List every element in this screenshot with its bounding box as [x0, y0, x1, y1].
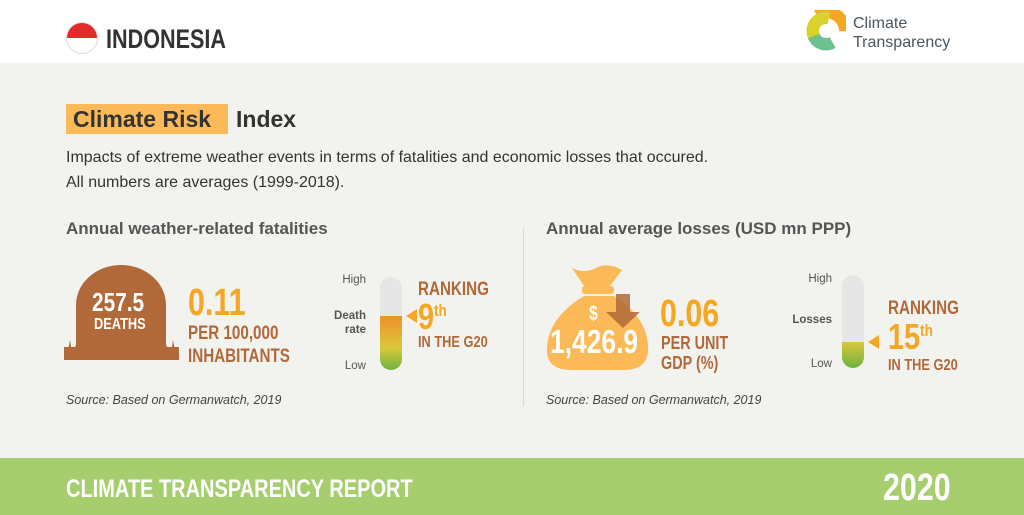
scale-high: High — [342, 274, 366, 286]
losses-source: Source: Based on Germanwatch, 2019 — [546, 393, 762, 407]
header: INDONESIA Climate Transparency — [0, 0, 1024, 63]
rank-number: 15 — [888, 316, 921, 357]
rank-value: 9th — [418, 296, 447, 338]
logo-text-line1: Climate — [853, 15, 908, 32]
money-bag-icon — [546, 265, 649, 370]
gdp-line1: PER UNIT — [661, 333, 729, 353]
section-title-highlight-text: Climate Risk — [73, 106, 212, 132]
divider — [523, 228, 524, 406]
deaths-value: 257.5 — [92, 287, 145, 317]
scale-mid-line2: rate — [344, 324, 366, 336]
rate-line1: PER 100,000 — [188, 323, 279, 344]
footer: CLIMATE TRANSPARENCY REPORT 2020 — [0, 458, 1024, 515]
rank-suffix: th — [434, 301, 447, 320]
rank-context: IN THE G20 — [888, 357, 958, 374]
scale-mid: Losses — [792, 314, 832, 326]
indonesia-flag-icon — [66, 22, 98, 54]
section-title-rest: Index — [236, 106, 297, 132]
section-title-highlight — [66, 104, 228, 134]
thermometer-fill — [380, 316, 402, 370]
losses-value: 1,426.9 — [550, 323, 639, 360]
description-line2: All numbers are averages (1999-2018). — [66, 174, 345, 191]
report-title: CLIMATE TRANSPARENCY REPORT — [66, 475, 413, 503]
ranking-label: RANKING — [418, 279, 489, 300]
logo-text-line2: Transparency — [853, 34, 951, 51]
deaths-label: DEATHS — [94, 316, 146, 333]
tombstone-icon — [64, 265, 179, 360]
rank-value: 15th — [888, 316, 933, 358]
description-line1: Impacts of extreme weather events in ter… — [66, 149, 709, 166]
currency-symbol: $ — [589, 303, 598, 325]
rank-context: IN THE G20 — [418, 334, 488, 351]
rank-number: 9 — [418, 296, 435, 337]
rank-pointer-icon — [868, 334, 879, 349]
thermometer-fill — [842, 341, 864, 368]
rate-value: 0.11 — [188, 282, 246, 324]
gdp-line2: GDP (%) — [661, 353, 719, 373]
scale-low: Low — [810, 358, 832, 370]
scale-low: Low — [344, 360, 366, 372]
country-name: INDONESIA — [106, 24, 227, 54]
fatalities-source: Source: Based on Germanwatch, 2019 — [66, 393, 282, 407]
rate-line2: INHABITANTS — [188, 346, 290, 367]
scale-high: High — [808, 273, 832, 285]
report-year: 2020 — [883, 467, 951, 509]
rank-suffix: th — [920, 321, 933, 340]
losses-thermometer — [842, 275, 864, 368]
climate-transparency-logo-icon — [806, 10, 846, 52]
gdp-value: 0.06 — [660, 293, 720, 335]
losses-heading: Annual average losses (USD mn PPP) — [546, 219, 852, 238]
fatalities-heading: Annual weather-related fatalities — [66, 219, 328, 238]
rank-pointer-icon — [406, 309, 417, 324]
scale-mid-line1: Death — [334, 310, 366, 322]
death-rate-thermometer — [380, 277, 402, 370]
ranking-label: RANKING — [888, 298, 959, 319]
